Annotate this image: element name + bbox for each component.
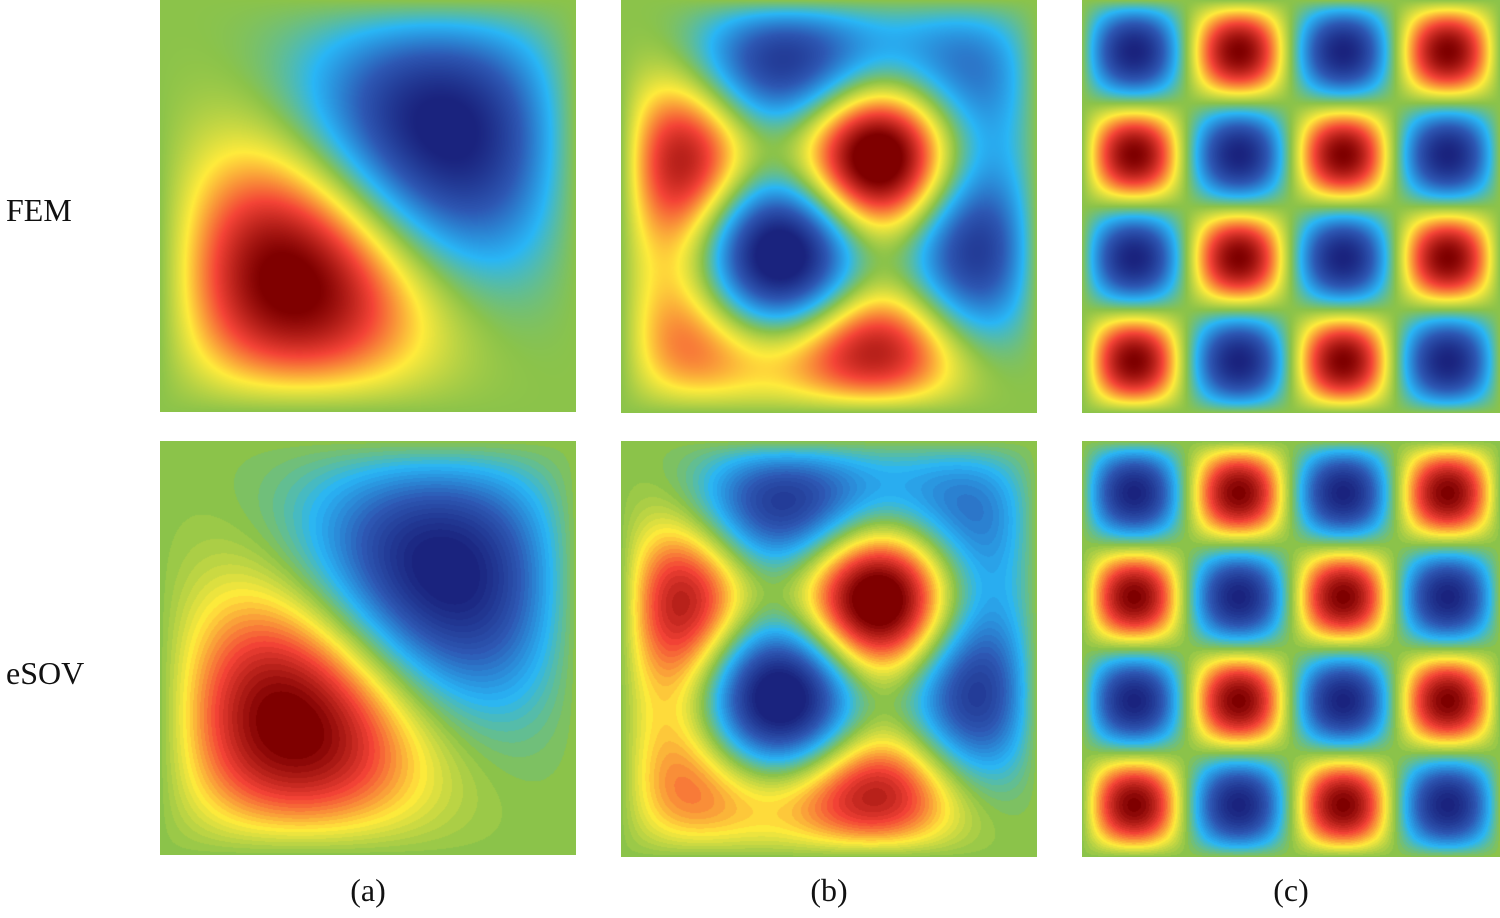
column-label-c: (c)	[1273, 872, 1309, 908]
fem-panel-c	[1082, 0, 1500, 413]
column-label-a: (a)	[350, 872, 386, 908]
esov-mode-c-field	[1082, 441, 1500, 857]
column-label-b: (b)	[810, 872, 848, 908]
row-label-fem: FEM	[6, 192, 72, 228]
fem-panel-a	[160, 0, 576, 412]
fem-mode-c-field	[1082, 0, 1500, 413]
esov-panel-a	[160, 441, 576, 855]
esov-mode-a-field	[160, 441, 576, 855]
fem-mode-b-field	[621, 0, 1037, 413]
fem-panel-b	[621, 0, 1037, 413]
esov-panel-b	[621, 441, 1037, 857]
row-label-esov: eSOV	[6, 655, 85, 691]
esov-mode-b-field	[621, 441, 1037, 857]
esov-panel-c	[1082, 441, 1500, 857]
fem-mode-a-field	[160, 0, 576, 412]
